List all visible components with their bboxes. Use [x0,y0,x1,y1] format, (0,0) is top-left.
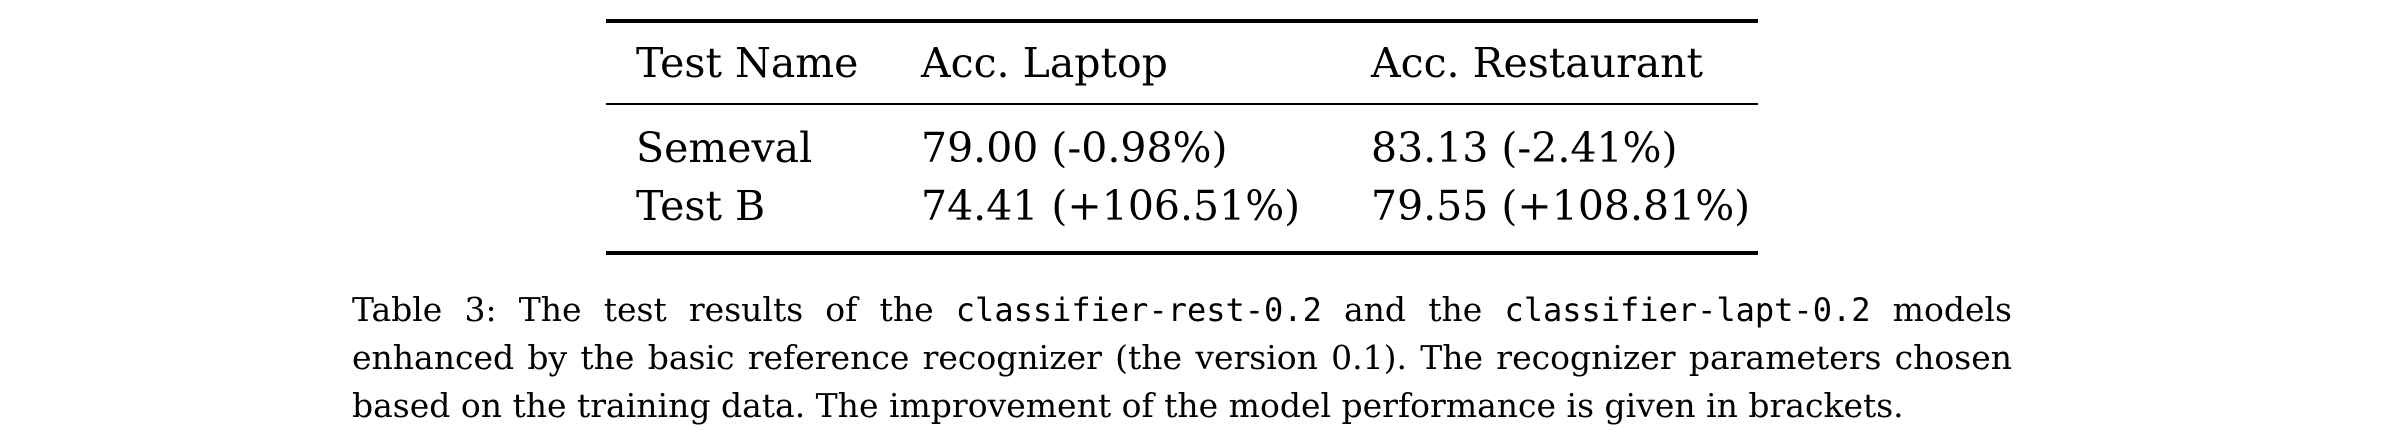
header-test-name: Test Name [636,39,859,87]
table-caption: Table 3: The test results of the classif… [352,286,2012,430]
caption-text-3: models enhanced by the basic reference r… [352,290,2012,425]
table-header-row: Test Name Acc. Laptop Acc. Restaurant [606,21,1758,104]
table-row: Test B 74.41 (+106.51%) 79.55 (+108.81%) [606,177,1758,253]
header-acc-restaurant: Acc. Restaurant [1371,39,1704,87]
cell-acc-restaurant: 79.55 (+108.81%) [1371,182,1751,230]
caption-code-lapt: classifier-lapt-0.2 [1504,291,1871,329]
cell-acc-restaurant: 83.13 (-2.41%) [1371,124,1678,172]
results-table-container: Test Name Acc. Laptop Acc. Restaurant Se… [606,19,1758,255]
cell-acc-laptop: 74.41 (+106.51%) [921,182,1301,230]
cell-test-name: Semeval [636,124,813,172]
cell-test-name: Test B [636,182,766,230]
header-acc-laptop: Acc. Laptop [921,39,1168,87]
table-row: Semeval 79.00 (-0.98%) 83.13 (-2.41%) [606,104,1758,177]
results-table: Test Name Acc. Laptop Acc. Restaurant Se… [606,19,1758,255]
caption-text-1: Table 3: The test results of the [352,290,934,329]
cell-acc-laptop: 79.00 (-0.98%) [921,124,1228,172]
caption-code-rest: classifier-rest-0.2 [955,291,1322,329]
caption-text-2: and the [1344,290,1483,329]
